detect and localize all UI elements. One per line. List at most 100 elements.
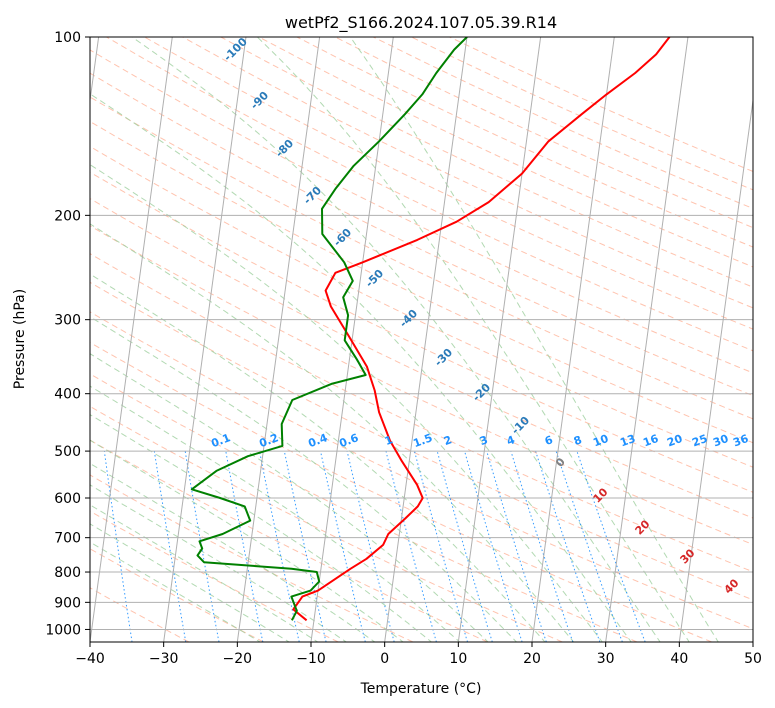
plot-area: -100-90-80-70-60-50-40-30-20-10010203040… [90, 37, 753, 642]
dry-adiabat-label: -20 [470, 381, 493, 404]
mixing-ratio-line [486, 450, 547, 642]
dry-adiabat-line [334, 37, 753, 229]
moist-adiabat-line [90, 316, 518, 642]
dry-adiabat-line [106, 37, 753, 352]
dry-adiabat-line [90, 405, 563, 642]
profile-series [190, 37, 671, 622]
mixing-ratio-label: 0.6 [337, 431, 360, 450]
moist-adiabat-line [90, 353, 489, 642]
temperature-line [292, 37, 671, 622]
isotherm-line [384, 37, 468, 642]
mixing-ratio-label: 10 [591, 432, 610, 450]
x-tick-label: −10 [296, 651, 326, 667]
dry-adiabat-label: -10 [509, 414, 532, 437]
mixing-ratio-line [283, 450, 327, 642]
x-tick-label: −30 [149, 651, 179, 667]
mixing-ratio-label: 16 [641, 432, 660, 450]
isotherm-line [457, 37, 542, 642]
mixing-ratio-lines [103, 450, 646, 642]
isobars [90, 37, 753, 630]
mixing-ratio-label: 1.5 [411, 431, 434, 450]
mixing-ratio-line [576, 450, 646, 642]
dry-adiabat-line [90, 373, 638, 642]
moist-adiabat-line [90, 385, 461, 642]
mixing-ratio-line [464, 450, 523, 642]
isotherm-line [310, 37, 394, 642]
dry-adiabat-label: -60 [331, 226, 354, 249]
moist-adiabat-label: 30 [678, 546, 698, 566]
mixing-ratio-label: 25 [690, 432, 709, 449]
mixing-ratio-line [153, 451, 187, 642]
dry-adiabat-line [90, 281, 753, 601]
dry-adiabat-line [90, 253, 753, 573]
moist-adiabat-label: 20 [633, 517, 653, 537]
mixing-ratio-label: 30 [711, 432, 730, 450]
y-axis-label: Pressure (hPa) [12, 289, 28, 389]
mixing-ratio-label: 1 [383, 433, 395, 448]
moist-adiabat-label: 10 [591, 485, 611, 505]
isotherm-line [236, 37, 321, 642]
dry-adiabat-line [90, 96, 753, 420]
moist-adiabat-label: 40 [722, 576, 742, 596]
dry-adiabat-line [90, 548, 264, 642]
dry-adiabat-line [296, 37, 753, 248]
mixing-ratio-label: 20 [665, 432, 684, 450]
mixing-ratio-line [385, 450, 437, 642]
x-axis: −40 −30 −20 −10 0 10 20 30 40 50 [75, 642, 762, 667]
dry-adiabat-line [90, 225, 753, 546]
moist-adiabat-line [90, 273, 546, 642]
x-tick-label: 40 [670, 651, 688, 667]
dewpoint-line [190, 37, 468, 621]
x-tick-label: 20 [523, 651, 541, 667]
chart-title: wetPf2_S166.2024.107.05.39.R14 [285, 13, 557, 33]
mixing-ratio-label: 36 [731, 432, 750, 450]
moist-adiabat-line [131, 37, 661, 642]
isotherm-line [90, 37, 173, 642]
y-tick-label: 700 [54, 531, 81, 547]
x-tick-label: 0 [380, 651, 389, 667]
x-axis-label: Temperature (°C) [360, 681, 482, 697]
dry-adiabat-line [258, 37, 753, 268]
moist-adiabat-line [90, 484, 348, 642]
x-tick-label: −40 [75, 651, 105, 667]
isotherm-line [531, 37, 615, 642]
plot-frame [89, 36, 754, 643]
mixing-ratio-line [555, 450, 623, 642]
dry-adiabat-line [90, 311, 753, 630]
y-tick-label: 1000 [45, 622, 81, 638]
moist-adiabats [90, 37, 719, 642]
dry-adiabats [90, 37, 753, 642]
moist-adiabat-line [349, 37, 719, 642]
isotherm-line [678, 96, 753, 642]
dry-adiabat-line [90, 72, 753, 397]
moist-adiabat-line [90, 462, 376, 642]
dry-adiabat-line [90, 439, 488, 642]
dry-adiabat-line [90, 171, 753, 493]
mixing-ratio-label: 8 [572, 433, 584, 448]
x-tick-label: 10 [449, 651, 467, 667]
y-tick-label: 300 [54, 313, 81, 329]
dry-adiabat-line [90, 341, 712, 642]
mixing-ratio-line [320, 450, 366, 642]
mixing-ratio-line [225, 451, 264, 642]
y-tick-label: 200 [54, 208, 81, 224]
y-tick-label: 600 [54, 491, 81, 507]
dry-adiabat-label: -40 [397, 307, 420, 330]
x-tick-label: 50 [744, 651, 762, 667]
isotherm-line [163, 37, 247, 642]
mixing-ratio-line [414, 450, 468, 642]
moist-adiabat-line [90, 93, 632, 642]
isotherm-line [752, 638, 753, 642]
dry-adiabat-line [373, 37, 753, 210]
dry-adiabat-label: -70 [301, 184, 324, 207]
mixing-ratio-label: 6 [543, 433, 555, 448]
dry-adiabat-line [220, 37, 753, 288]
y-tick-label: 400 [54, 387, 81, 403]
dry-adiabat-label: -30 [432, 346, 455, 369]
y-tick-label: 800 [54, 565, 81, 581]
x-tick-label: −20 [223, 651, 253, 667]
dry-adiabat-line [90, 49, 753, 374]
mixing-ratio-line [535, 450, 601, 642]
dry-adiabat-line [90, 120, 753, 444]
mixing-ratio-label: 0.1 [209, 431, 232, 450]
